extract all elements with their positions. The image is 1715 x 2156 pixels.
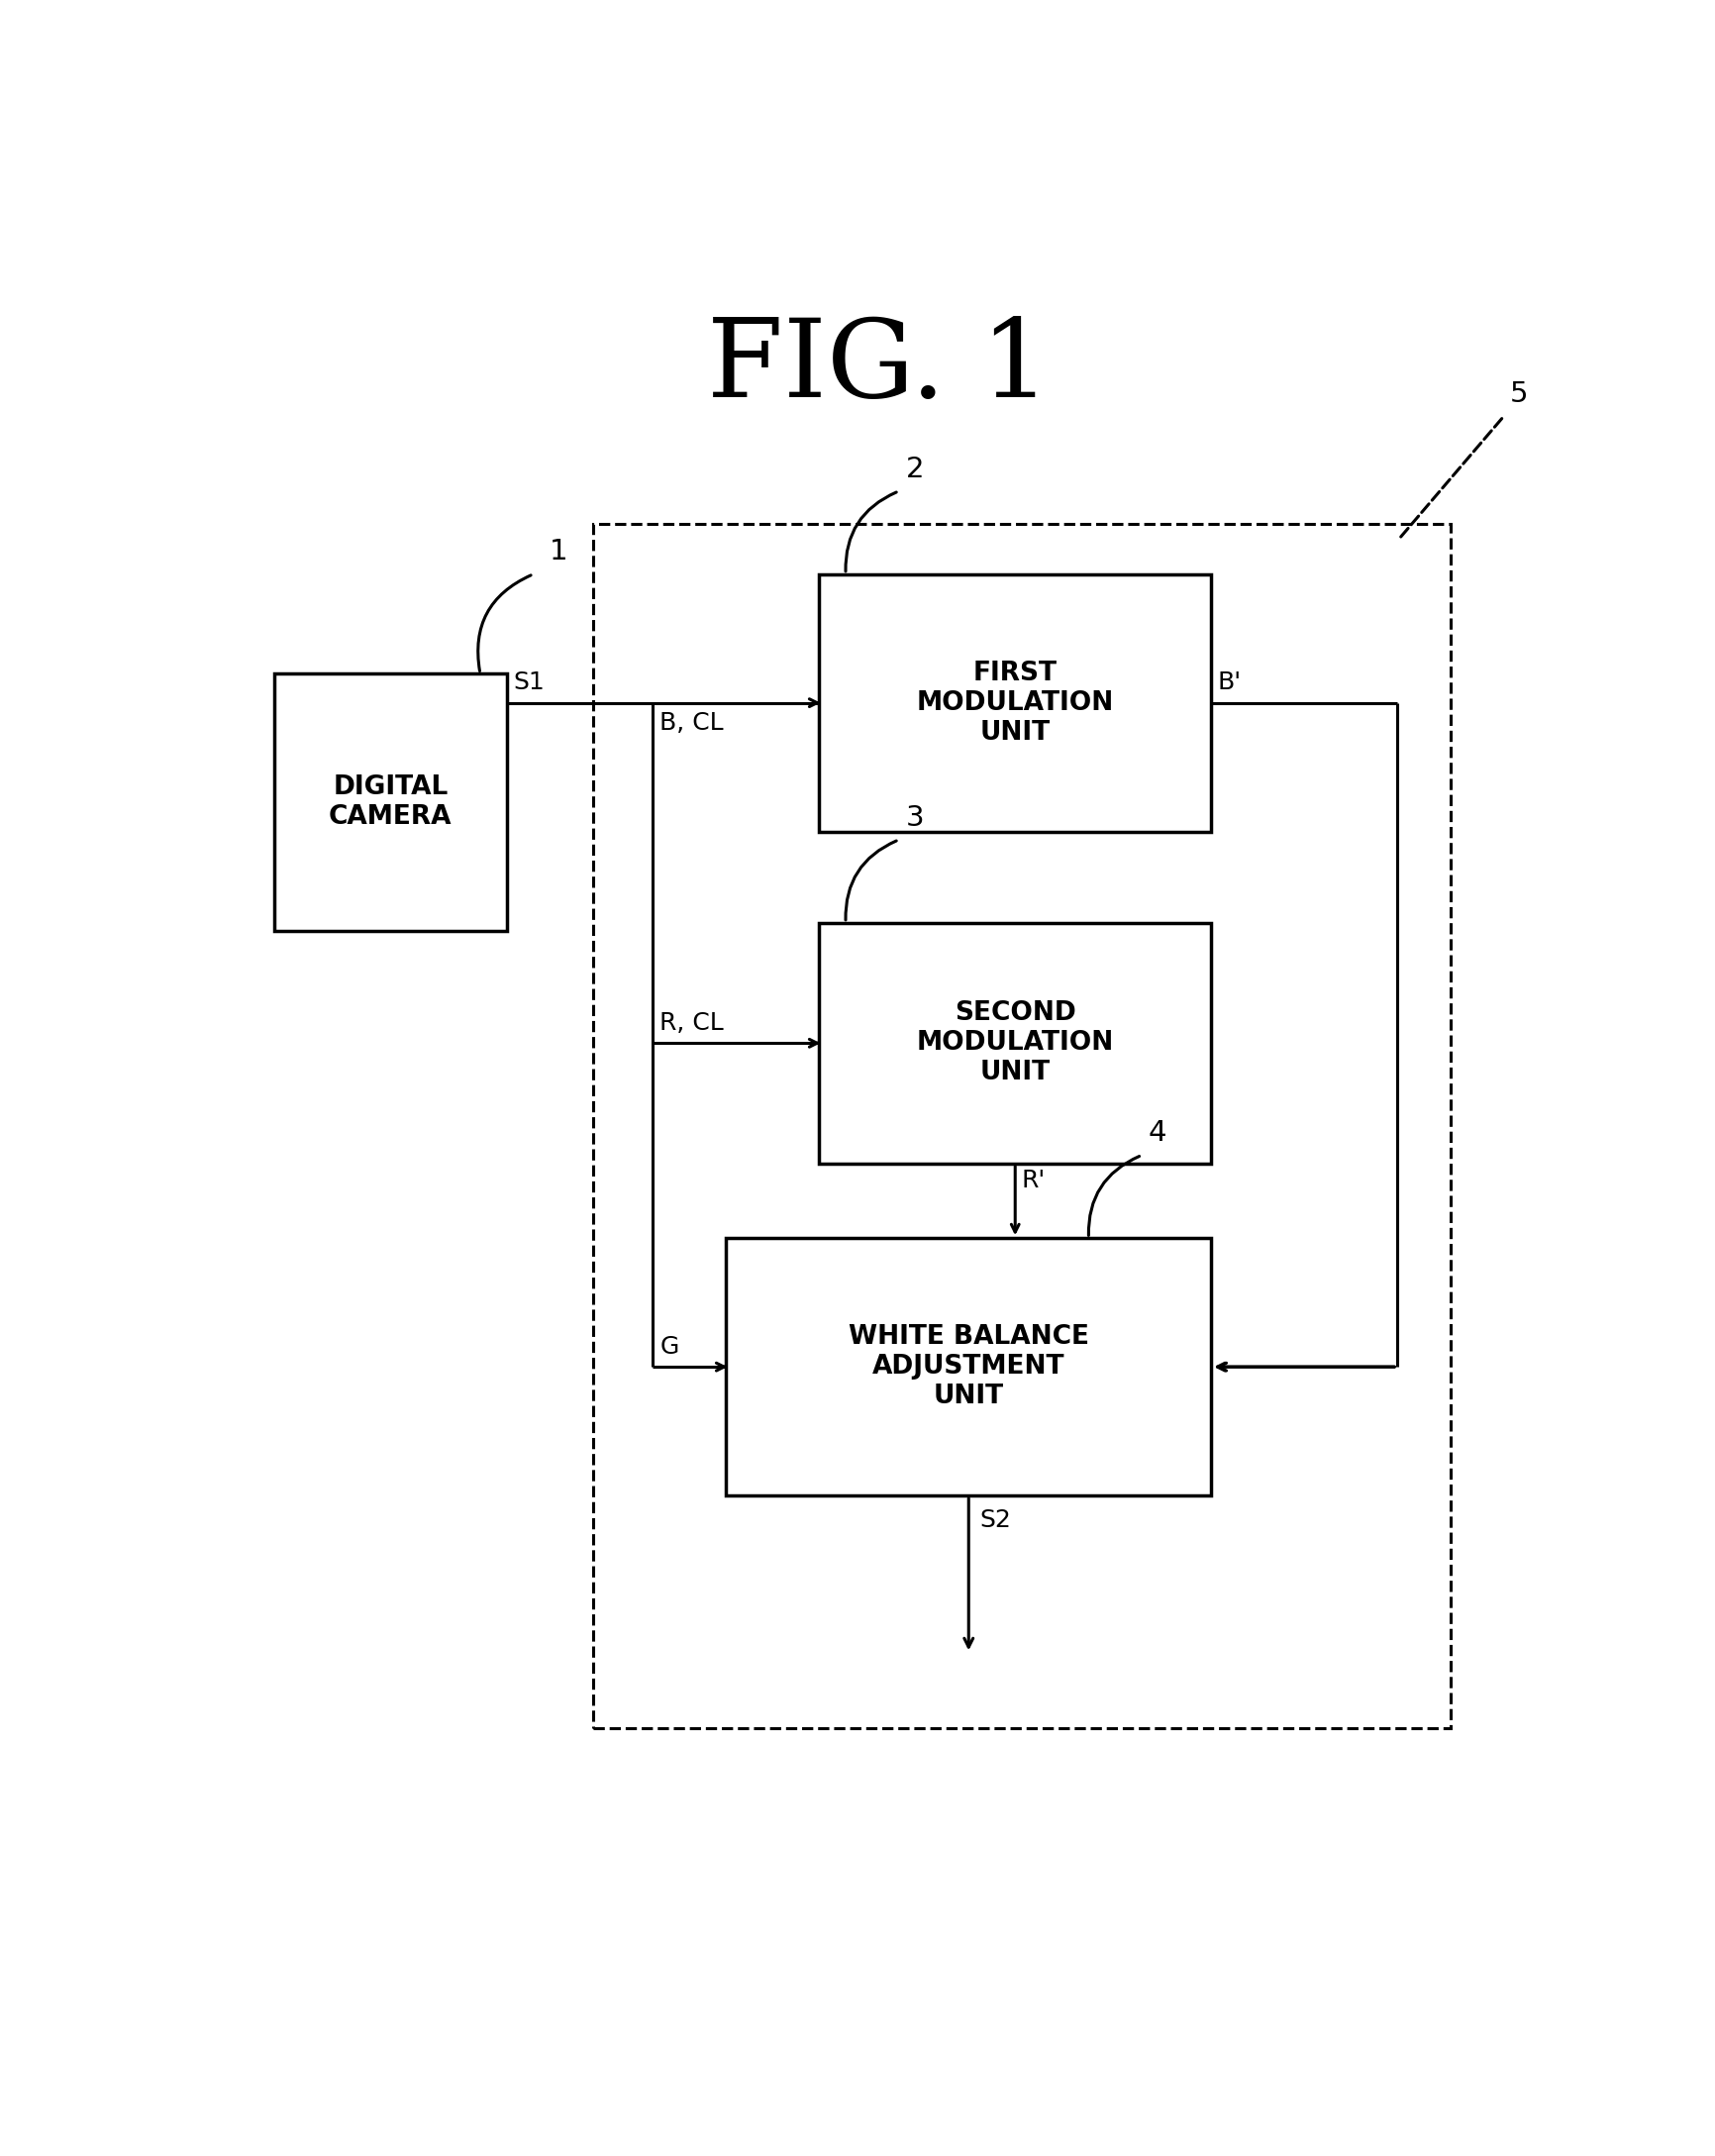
Text: 2: 2 (906, 455, 924, 483)
Text: 4: 4 (1149, 1119, 1166, 1147)
Text: 3: 3 (906, 804, 924, 832)
Text: B, CL: B, CL (660, 711, 724, 735)
Bar (725, 1238, 1211, 1496)
Text: R, CL: R, CL (660, 1011, 724, 1035)
Text: FIRST
MODULATION
UNIT: FIRST MODULATION UNIT (916, 660, 1113, 746)
Text: G: G (660, 1335, 679, 1358)
Text: 5: 5 (1511, 379, 1528, 407)
Bar (274, 673, 508, 931)
Bar (820, 923, 1211, 1164)
Text: B': B' (1218, 671, 1242, 694)
Text: 1: 1 (549, 539, 568, 565)
Text: S1: S1 (513, 671, 545, 694)
Text: FIG. 1: FIG. 1 (707, 313, 1051, 420)
Text: DIGITAL
CAMERA: DIGITAL CAMERA (329, 774, 453, 830)
Text: S2: S2 (979, 1509, 1010, 1533)
Text: WHITE BALANCE
ADJUSTMENT
UNIT: WHITE BALANCE ADJUSTMENT UNIT (849, 1324, 1089, 1410)
Bar (593, 524, 1451, 1727)
Bar (820, 573, 1211, 832)
Text: SECOND
MODULATION
UNIT: SECOND MODULATION UNIT (916, 1000, 1113, 1087)
Text: R': R' (1022, 1169, 1046, 1192)
